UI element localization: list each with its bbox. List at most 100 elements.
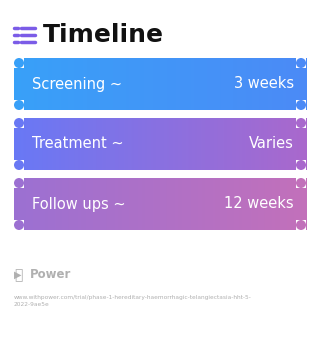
Circle shape: [296, 160, 306, 170]
Bar: [35, 118, 36, 170]
Bar: [227, 178, 229, 230]
Bar: [97, 58, 99, 110]
Bar: [150, 58, 152, 110]
Bar: [157, 58, 159, 110]
Bar: [296, 58, 306, 68]
Bar: [31, 58, 34, 110]
Bar: [69, 118, 71, 170]
Bar: [302, 118, 304, 170]
Bar: [144, 178, 146, 230]
Bar: [24, 178, 26, 230]
Bar: [248, 118, 250, 170]
Bar: [28, 58, 31, 110]
Bar: [294, 118, 296, 170]
Bar: [249, 118, 251, 170]
Bar: [122, 58, 124, 110]
Bar: [88, 118, 91, 170]
Bar: [49, 178, 51, 230]
Bar: [69, 178, 71, 230]
Bar: [281, 58, 283, 110]
Bar: [67, 178, 68, 230]
Circle shape: [296, 178, 306, 188]
Bar: [55, 118, 57, 170]
Bar: [72, 118, 74, 170]
Bar: [138, 118, 140, 170]
Bar: [267, 58, 268, 110]
Bar: [121, 178, 123, 230]
Bar: [78, 118, 80, 170]
Bar: [62, 58, 64, 110]
Bar: [14, 160, 24, 170]
Bar: [105, 118, 107, 170]
Bar: [296, 118, 306, 128]
Bar: [71, 58, 73, 110]
Bar: [202, 118, 204, 170]
Bar: [275, 58, 277, 110]
Bar: [228, 178, 231, 230]
Bar: [245, 118, 247, 170]
Bar: [112, 178, 114, 230]
Bar: [96, 58, 98, 110]
Bar: [210, 58, 212, 110]
Bar: [258, 58, 260, 110]
Bar: [252, 118, 254, 170]
Bar: [261, 118, 263, 170]
Bar: [132, 58, 134, 110]
Bar: [90, 58, 92, 110]
Bar: [300, 58, 302, 110]
Bar: [52, 118, 54, 170]
Text: Follow ups ~: Follow ups ~: [32, 197, 126, 212]
Bar: [269, 118, 271, 170]
Bar: [297, 118, 299, 170]
Bar: [296, 178, 298, 230]
Bar: [160, 58, 162, 110]
Bar: [118, 178, 120, 230]
Bar: [253, 178, 255, 230]
Bar: [166, 178, 168, 230]
Bar: [39, 118, 41, 170]
Bar: [53, 178, 55, 230]
Bar: [252, 58, 254, 110]
Bar: [267, 178, 268, 230]
Bar: [198, 58, 200, 110]
Bar: [40, 118, 42, 170]
Bar: [175, 178, 177, 230]
Bar: [156, 178, 157, 230]
Bar: [224, 58, 226, 110]
Bar: [199, 118, 201, 170]
Bar: [14, 58, 24, 68]
Bar: [275, 118, 277, 170]
Bar: [55, 178, 57, 230]
Bar: [280, 118, 282, 170]
Bar: [235, 178, 236, 230]
Bar: [158, 118, 161, 170]
Bar: [268, 118, 270, 170]
Bar: [236, 58, 238, 110]
Bar: [92, 118, 93, 170]
Bar: [126, 178, 128, 230]
Bar: [88, 58, 91, 110]
Bar: [40, 178, 42, 230]
Bar: [92, 178, 93, 230]
Bar: [242, 178, 244, 230]
Bar: [277, 178, 279, 230]
Bar: [147, 178, 149, 230]
Bar: [132, 178, 134, 230]
Bar: [62, 118, 64, 170]
Bar: [43, 178, 45, 230]
Bar: [52, 178, 54, 230]
Bar: [40, 58, 42, 110]
Bar: [18, 118, 20, 170]
Bar: [248, 178, 250, 230]
Bar: [141, 58, 143, 110]
Bar: [69, 58, 71, 110]
Bar: [64, 178, 66, 230]
Bar: [278, 58, 280, 110]
Bar: [157, 118, 159, 170]
Bar: [48, 58, 50, 110]
Bar: [83, 118, 84, 170]
Bar: [182, 178, 184, 230]
Bar: [158, 58, 161, 110]
Bar: [26, 58, 28, 110]
Bar: [227, 58, 229, 110]
